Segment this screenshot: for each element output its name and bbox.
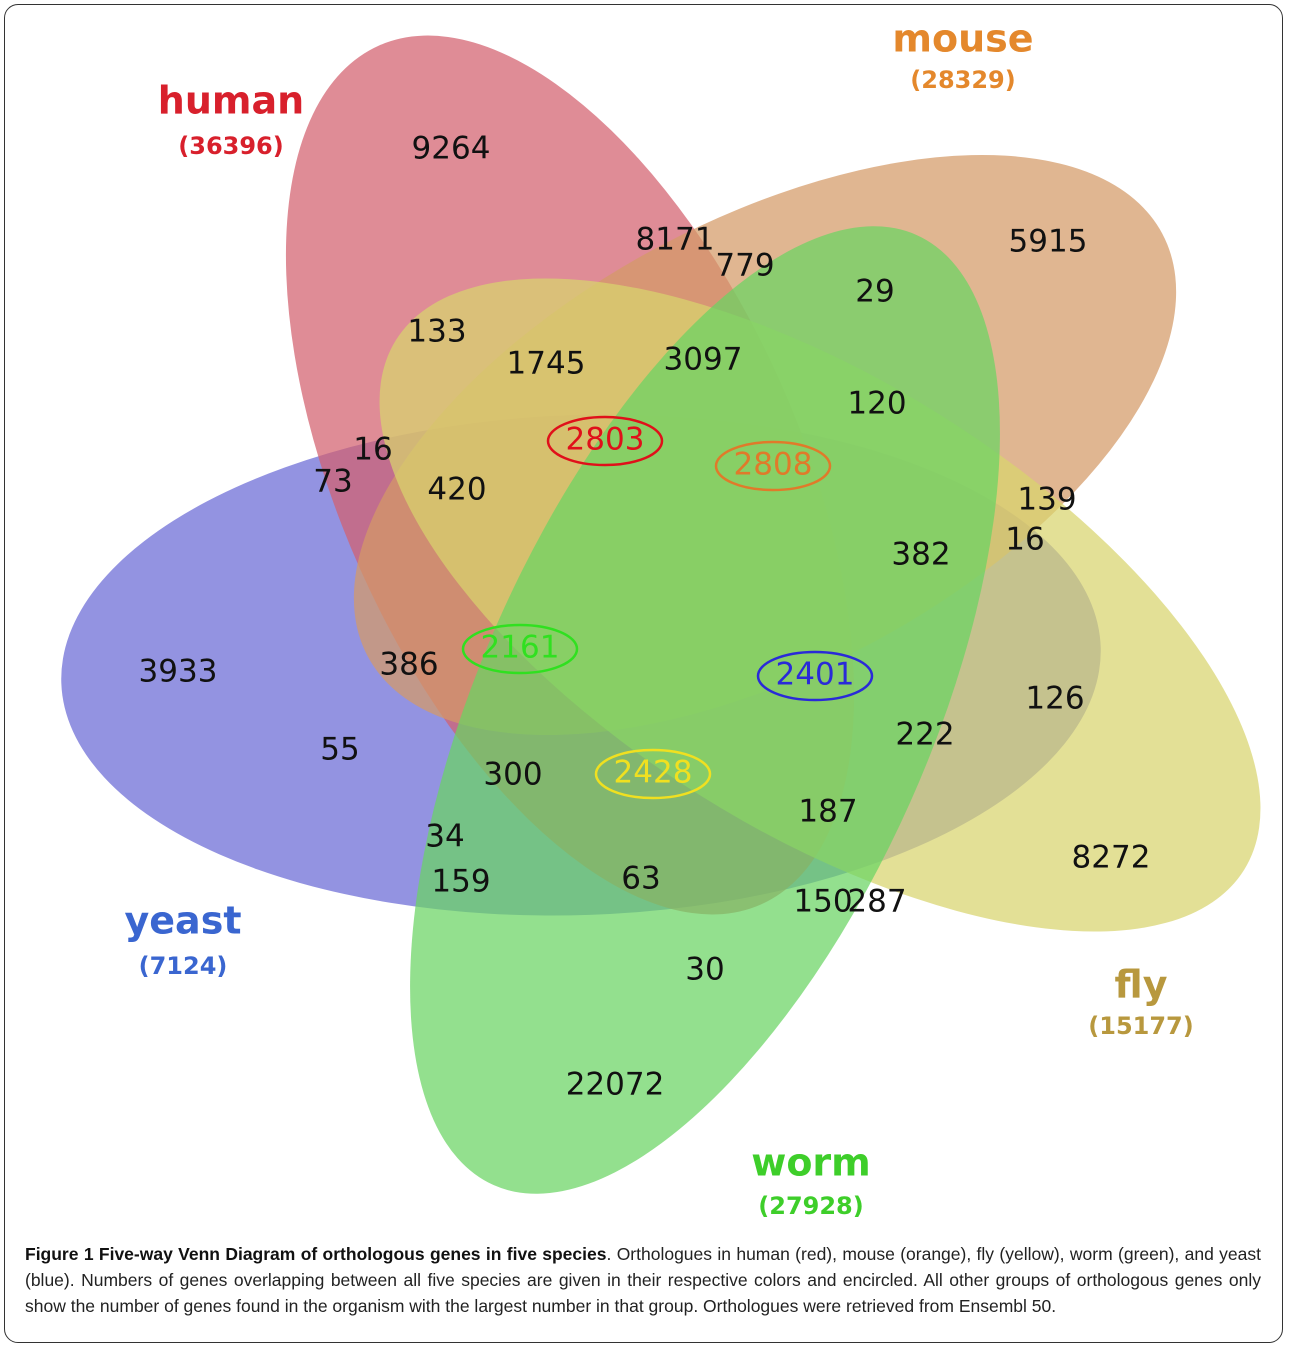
- region-count: 30: [685, 952, 724, 988]
- set-ellipse: [410, 226, 1000, 1194]
- region-count: 9264: [412, 131, 491, 167]
- caption-text: . Orthologues in human (red), mouse (ora…: [25, 1244, 1261, 1316]
- core-ring: [546, 415, 664, 467]
- core-count: 2428: [614, 755, 693, 791]
- region-count: 382: [891, 537, 950, 573]
- region-count: 55: [320, 732, 359, 768]
- region-count: 16: [1005, 522, 1044, 558]
- caption-title: Figure 1 Five-way Venn Diagram of orthol…: [25, 1244, 607, 1264]
- region-count: 1745: [507, 346, 586, 382]
- region-count: 8272: [1072, 840, 1151, 876]
- set-name: fly: [1115, 963, 1168, 1007]
- region-count: 139: [1017, 482, 1076, 518]
- region-count: 5915: [1009, 224, 1088, 260]
- region-count: 420: [427, 472, 486, 508]
- region-count: 3933: [139, 654, 218, 690]
- set-count: (28329): [910, 66, 1015, 94]
- set-count: (36396): [178, 132, 283, 160]
- region-count: 187: [798, 794, 857, 830]
- core-count: 2161: [481, 630, 560, 666]
- region-count: 73: [313, 464, 352, 500]
- set-name: yeast: [125, 899, 242, 943]
- region-count: 63: [621, 861, 660, 897]
- region-count: 120: [847, 386, 906, 422]
- figure-frame: human (36396) mouse (28329) fly (15177) worm (2…: [4, 4, 1283, 1343]
- region-count: 29: [855, 274, 894, 310]
- region-count: 159: [431, 864, 490, 900]
- region-count: 386: [379, 647, 438, 683]
- region-count: 133: [407, 314, 466, 350]
- set-name: mouse: [892, 17, 1033, 61]
- core-ring: [714, 440, 832, 492]
- region-count: 16: [353, 432, 392, 468]
- region-count: 287: [847, 884, 906, 920]
- region-count: 8171: [636, 222, 715, 258]
- core-ring: [461, 623, 579, 675]
- core-count: 2808: [734, 447, 813, 483]
- core-ring: [594, 748, 712, 800]
- set-name: human: [158, 79, 304, 123]
- set-name: worm: [751, 1141, 871, 1185]
- venn-diagram: human (36396) mouse (28329) fly (15177) worm (2…: [61, 17, 1261, 1220]
- set-count: (15177): [1088, 1012, 1193, 1040]
- set-count: (27928): [758, 1192, 863, 1220]
- region-count: 150: [793, 884, 852, 920]
- region-count: 126: [1025, 681, 1084, 717]
- region-count: 22072: [566, 1067, 665, 1103]
- region-count: 300: [483, 757, 542, 793]
- core-count: 2401: [776, 657, 855, 693]
- core-ring: [756, 650, 874, 702]
- region-count: 3097: [664, 342, 743, 378]
- region-count: 34: [425, 819, 464, 855]
- core-count: 2803: [566, 422, 645, 458]
- caption: Figure 1 Five-way Venn Diagram of orthol…: [25, 1241, 1261, 1319]
- region-count: 779: [715, 248, 774, 284]
- region-count: 222: [895, 717, 954, 753]
- set-count: (7124): [139, 952, 228, 980]
